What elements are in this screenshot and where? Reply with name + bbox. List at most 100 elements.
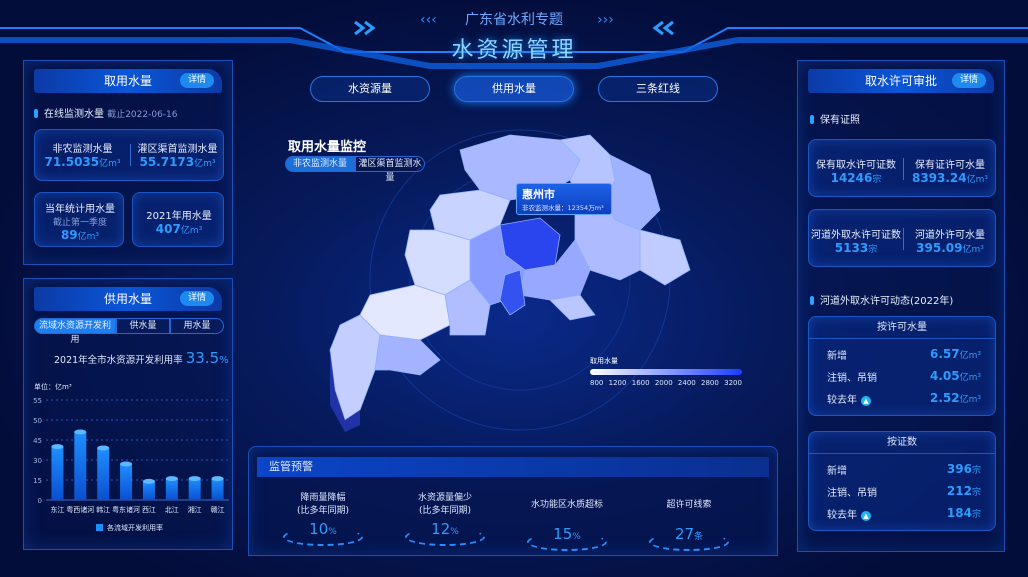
y-axis-unit: 单位：亿m³ (34, 382, 72, 391)
irrigation-stat: 灌区渠首监测水量 55.7173亿m³ (137, 144, 218, 169)
warning-note: (比多年同期) (418, 506, 472, 516)
y-tick-label: 50 (33, 417, 42, 425)
header-subtitle: 广东省水利专题 (465, 12, 563, 28)
ring-decoration (283, 528, 363, 546)
legend-title: 取用水量 (590, 357, 618, 365)
legend-gradient (590, 369, 742, 375)
legend-tick: 1200 (608, 379, 627, 387)
warning-item: 水功能区水质超标 15% (512, 497, 622, 551)
y2021-stat: 2021年用水量 407亿m³ (146, 211, 212, 236)
y2021-card: 2021年用水量 407亿m³ (132, 192, 224, 247)
y-tick-label: 30 (33, 457, 42, 465)
bar-cap (74, 429, 87, 435)
stat-row: 较去年 ▲ 184宗 (827, 506, 981, 521)
warning-item: 水资源量偏少 (比多年同期) 12% (390, 490, 500, 546)
by-volume-card: 按许可水量 新增 6.57亿m³ 注销、吊销 4.05亿m³ 较去年 ▲ 2.52亿m³ (808, 316, 996, 416)
card-title: 按许可水量 (809, 317, 995, 339)
legend-tick: 800 (590, 379, 604, 387)
warning-item: 降雨量降幅 (比多年同期) 10% (268, 490, 378, 546)
permit-card-2: 河道外取水许可证数 5133宗 河道外许可水量 395.09亿m³ (808, 209, 996, 267)
offchannel-volume-stat: 河道外许可水量 395.09亿m³ (915, 230, 985, 255)
panel-title: 取水许可审批 详情 (808, 69, 994, 93)
ring-decoration (527, 533, 607, 551)
stat-row: 注销、吊销 212宗 (827, 484, 981, 499)
map-region (499, 269, 526, 316)
row-value: 396宗 (946, 462, 981, 476)
segment-basin[interactable]: 流域水资源开发利用 (34, 318, 116, 345)
warning-value: 15% (553, 525, 581, 543)
nonagri-stat: 非农监测水量 71.5035亿m³ (44, 144, 121, 169)
stat-row: 新增 396宗 (827, 462, 981, 477)
bar (211, 478, 224, 500)
bar (97, 448, 110, 500)
row-label: 新增 (827, 466, 847, 477)
section-label: 河道外取水许可动态(2022年) (810, 292, 953, 307)
bar (165, 478, 178, 500)
divider (130, 144, 131, 166)
tab-water-supply[interactable]: 供用水量 (454, 76, 574, 102)
bar (51, 446, 64, 500)
row-value: 6.57亿m³ (930, 347, 981, 361)
map-legend: 取用水量 800 1200 1600 2000 2400 2800 3200 (590, 356, 750, 387)
row-label: 注销、吊销 (827, 488, 877, 499)
row-value: 4.05亿m³ (930, 369, 981, 383)
legend-swatch (96, 524, 103, 531)
bar (74, 432, 87, 500)
warning-label: 水功能区水质超标 (530, 500, 603, 510)
detail-button[interactable]: 详情 (179, 291, 214, 306)
basin-bar-chart: 单位：亿m³ 0 15 30 45 50 55 东江 粤西诸河 韩江 粤东诸河 西江 北江 湘江 赣江各流域… (33, 382, 229, 532)
row-label: 新增 (827, 351, 847, 362)
toggle-nonagri[interactable]: 非农监测水量 (285, 156, 355, 172)
bar (142, 481, 155, 500)
x-tick-label: 赣江 (211, 505, 225, 514)
header: ‹‹‹ ››› 广东省水利专题 水资源管理 (0, 0, 1028, 70)
tab-water-resources[interactable]: 水资源量 (310, 76, 430, 102)
panel-title-text: 供用水量 (103, 292, 152, 306)
monitor-card: 非农监测水量 71.5035亿m³ 灌区渠首监测水量 55.7173亿m³ (34, 129, 224, 181)
bar (188, 478, 201, 500)
detail-button[interactable]: 详情 (951, 73, 986, 88)
legend-ticks: 800 1200 1600 2000 2400 2800 3200 (590, 379, 742, 387)
card-title: 按证数 (809, 432, 995, 454)
warning-value: 27条 (674, 525, 704, 543)
map-tooltip: 惠州市 非农监测水量：12354万m³ (516, 183, 612, 215)
warning-note (512, 510, 622, 521)
panel-title: 供用水量 详情 (34, 287, 222, 311)
divider (903, 158, 904, 180)
warning-label: 超许可线索 (666, 500, 712, 510)
map-region (444, 279, 491, 336)
x-tick-label: 粤西诸河 (66, 505, 94, 514)
year-stat-card: 当年统计用水量 截止第一季度 89亿m³ (34, 192, 124, 247)
warning-label: 水资源量偏少 (417, 493, 472, 503)
tab-three-red-lines[interactable]: 三条红线 (598, 76, 718, 102)
legend-tick: 2800 (701, 379, 719, 387)
permit-panel: 取水许可审批 详情 保有证照 保有取水许可证数 14246宗 保有证许可水量 8393… (797, 60, 1005, 552)
stat-row: 较去年 ▲ 2.52亿m³ (827, 391, 981, 406)
x-tick-label: 湘江 (188, 505, 202, 514)
segment-use[interactable]: 用水量 (170, 318, 224, 334)
bar-cap (211, 476, 224, 482)
legend-tick: 3200 (724, 379, 742, 387)
panel-title-text: 取用水量 (103, 74, 152, 88)
warning-note (634, 510, 744, 521)
date-label: 截止2022-06-16 (107, 110, 178, 120)
row-label: 较去年 ▲ (827, 506, 871, 521)
x-tick-label: 韩江 (96, 505, 110, 514)
detail-button[interactable]: 详情 (179, 73, 214, 88)
section-label: 保有证照 (810, 111, 860, 126)
divider (903, 228, 904, 250)
segment-supply[interactable]: 供水量 (116, 318, 170, 334)
bar-cap (97, 445, 110, 451)
x-tick-label: 西江 (142, 506, 156, 514)
bar-cap (120, 461, 133, 467)
water-supply-panel: 供用水量 详情 流域水资源开发利用 供水量 用水量 2021年全市水资源开发利用率… (23, 278, 233, 550)
water-intake-panel: 取用水量 详情 在线监测水量 截止2022-06-16 非农监测水量 71.5035… (23, 60, 233, 265)
y-tick-label: 15 (33, 477, 42, 485)
y-tick-label: 55 (33, 397, 42, 405)
warning-item: 超许可线索 27条 (634, 497, 744, 551)
legend-label: 各流域开发利用率 (107, 523, 163, 532)
map-extrusion (330, 350, 360, 432)
permit-card-1: 保有取水许可证数 14246宗 保有证许可水量 8393.24亿m³ (808, 139, 996, 197)
section-label: 在线监测水量 截止2022-06-16 (34, 105, 178, 120)
panel-title: 监管预警 (257, 457, 769, 477)
